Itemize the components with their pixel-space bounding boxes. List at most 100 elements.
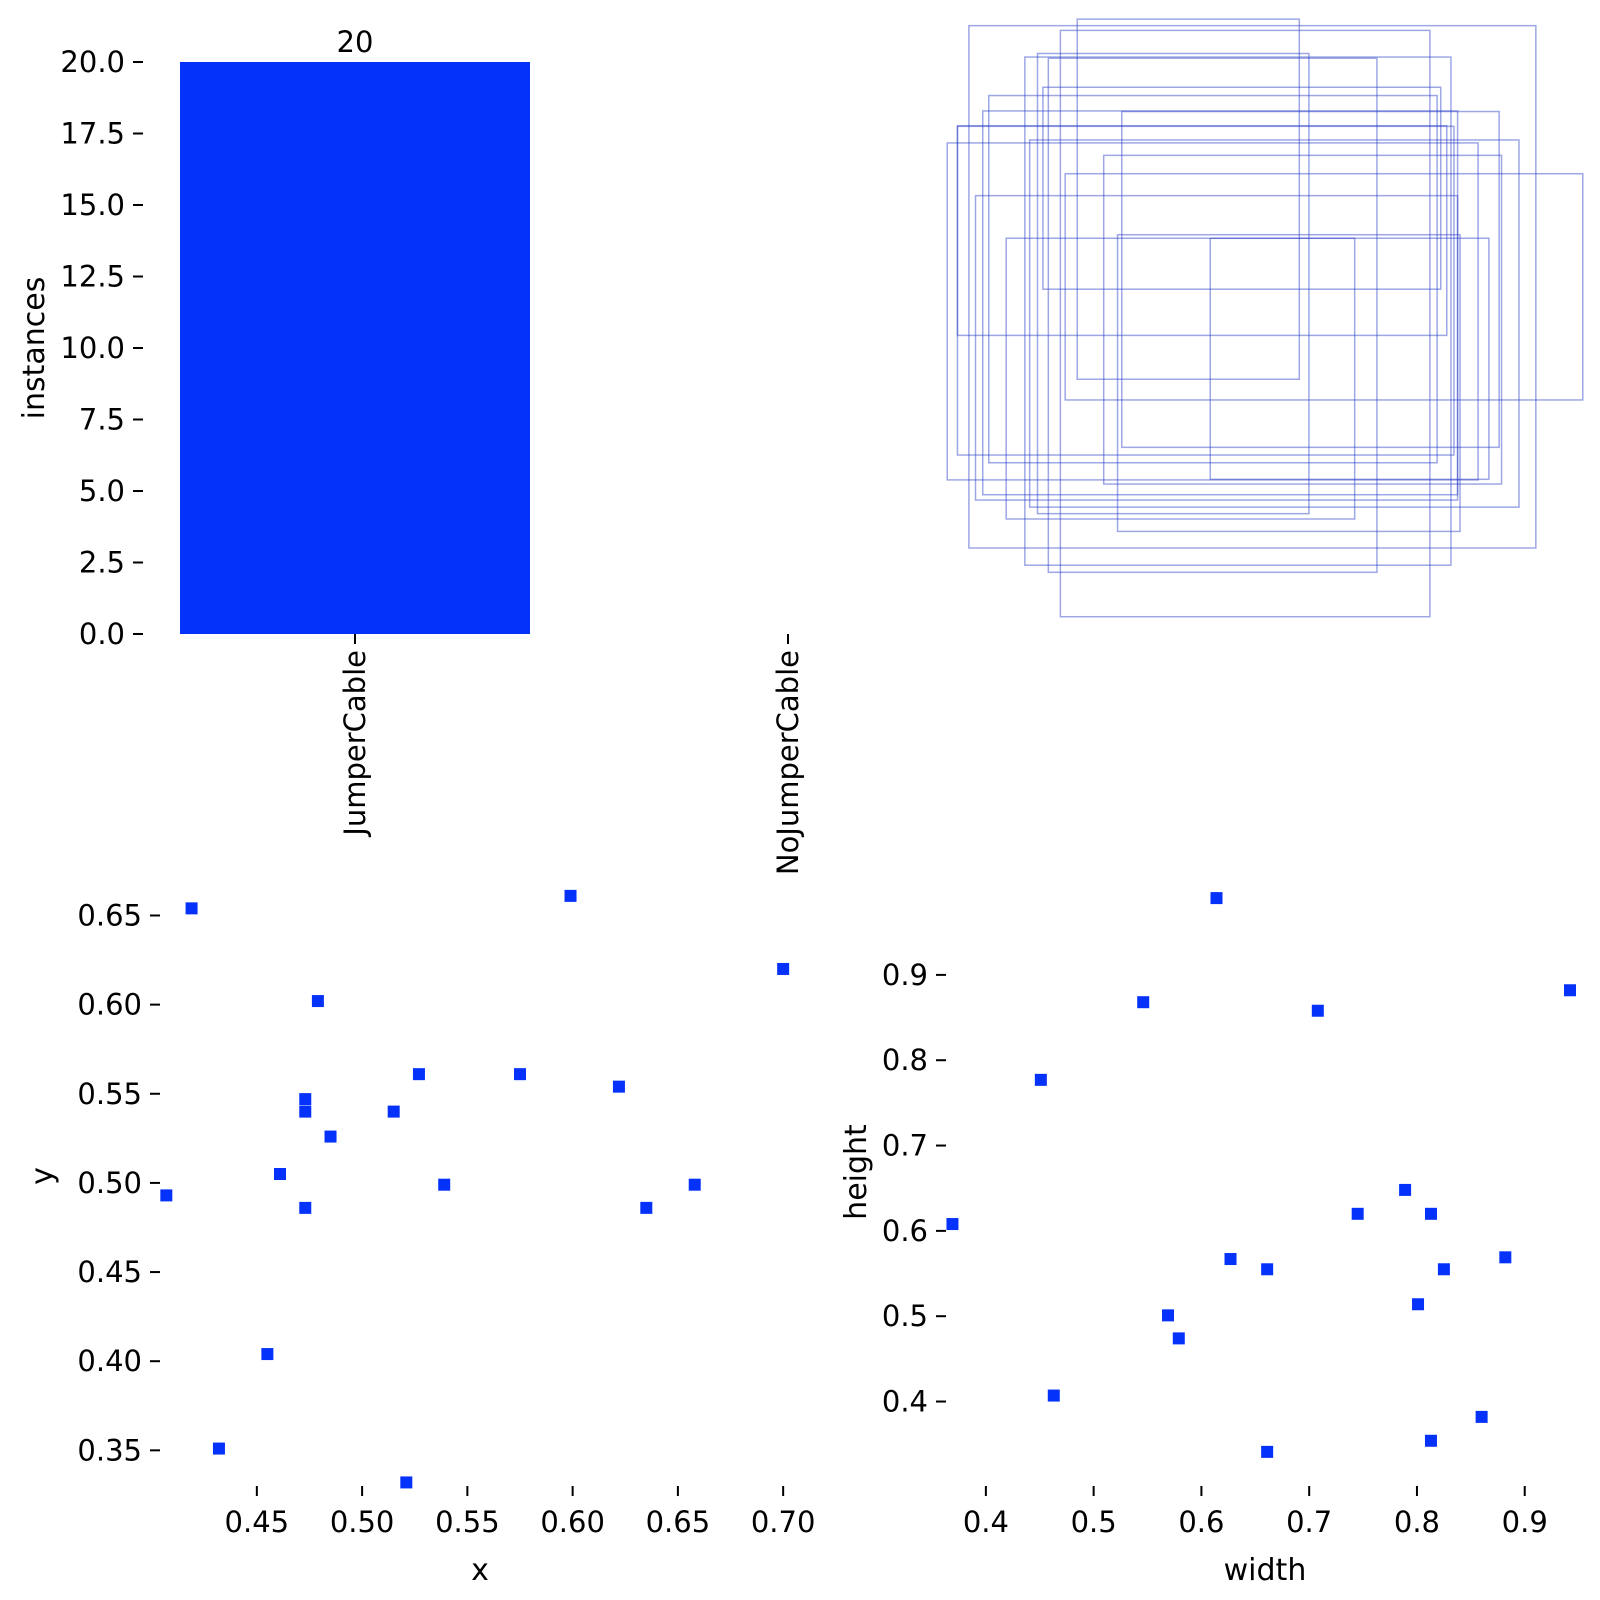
- scatter-point: [1261, 1445, 1274, 1458]
- bounding-box-outline: [988, 94, 1438, 464]
- scatter-point: [514, 1068, 526, 1081]
- scatter-point: [1499, 1251, 1512, 1264]
- y-tick-label: 15.0: [60, 188, 125, 222]
- y-tick-label: 0.6: [882, 1214, 928, 1248]
- bounding-box-outline: [956, 125, 1455, 456]
- scatter-point: [1475, 1410, 1488, 1423]
- scatter-point: [1210, 892, 1223, 905]
- scatter-point: [564, 889, 577, 902]
- scatter-point: [1047, 1389, 1060, 1402]
- scatter-point: [160, 1189, 173, 1202]
- scatter-point: [274, 1168, 286, 1180]
- scatter-point: [324, 1130, 337, 1143]
- y-tick-label: 0.65: [77, 898, 142, 932]
- y-tick-label: 0.40: [77, 1344, 142, 1378]
- scatter-point: [299, 1201, 312, 1214]
- scatter-point: [1261, 1263, 1274, 1276]
- y-tick-label: 0.55: [77, 1077, 142, 1111]
- scatter-point: [400, 1476, 413, 1489]
- bounding-box-outline: [1116, 233, 1461, 533]
- bounding-box-outline: [1064, 172, 1584, 401]
- x-tick-label: 0.70: [751, 1505, 816, 1539]
- bounding-box-outline: [1036, 52, 1310, 515]
- scatter-point: [1412, 1298, 1425, 1311]
- bar-ylabel: instances: [17, 277, 52, 420]
- centers-scatter-panel: 0.45 0.50 0.55 0.60 0.65 0.70 0.65 0.60 0.55 0.50…: [77, 889, 816, 1539]
- y-tick-label: 0.35: [77, 1433, 142, 1467]
- scatter-point: [212, 1442, 225, 1455]
- y-tick-label: 7.5: [79, 403, 125, 437]
- scatter-point: [412, 1068, 425, 1081]
- centers-xlabel: x: [471, 1553, 489, 1588]
- x-tick-label: 0.9: [1502, 1505, 1548, 1539]
- scatter-point: [185, 902, 198, 915]
- scatter-point: [777, 962, 790, 975]
- scatter-point: [438, 1178, 451, 1191]
- scatter-point: [1399, 1183, 1412, 1196]
- x-tick-label: 0.45: [225, 1505, 290, 1539]
- y-tick-label: 0.7: [882, 1129, 928, 1163]
- y-tick-label: 0.9: [882, 958, 928, 992]
- y-tick-label: 2.5: [79, 546, 125, 580]
- sizes-scatter-panel: 0.4 0.5 0.6 0.7 0.8 0.9 0.9 0.8 0.7 0.6 0.5 0.4: [882, 892, 1576, 1539]
- bounding-box-outline: [974, 194, 1459, 501]
- centers-ylabel: y: [25, 1167, 60, 1185]
- scatter-point: [261, 1348, 274, 1361]
- y-tick-label: 0.0: [79, 617, 125, 651]
- y-tick-label: 10.0: [60, 331, 125, 365]
- bounding-boxes-panel: [946, 18, 1584, 618]
- x-tick-label: 0.50: [330, 1505, 395, 1539]
- scatter-point: [311, 995, 324, 1008]
- y-tick-label: 0.50: [77, 1166, 142, 1200]
- x-tick-label: 0.65: [646, 1505, 711, 1539]
- y-tick-label: 17.5: [60, 117, 125, 151]
- sizes-xlabel: width: [1224, 1553, 1307, 1588]
- x-tick-label: 0.7: [1286, 1505, 1332, 1539]
- y-tick-label: 0.45: [77, 1255, 142, 1289]
- scatter-point: [1224, 1253, 1237, 1266]
- bounding-box-outline: [946, 142, 1479, 481]
- bounding-box-outline: [1042, 86, 1442, 290]
- bounding-box-outline: [1059, 29, 1431, 618]
- y-tick-label: 0.4: [882, 1385, 928, 1419]
- bounding-box-outline: [956, 124, 1448, 337]
- scatter-point: [640, 1201, 653, 1214]
- x-tick-label: 0.5: [1071, 1505, 1117, 1539]
- scatter-point: [299, 1093, 312, 1106]
- bar-value-label: 20: [337, 25, 374, 59]
- scatter-point: [688, 1178, 701, 1191]
- bounding-box-outline: [1121, 110, 1500, 449]
- scatter-point: [612, 1080, 625, 1093]
- bounding-box-outline: [1047, 57, 1378, 574]
- scatter-point: [1563, 984, 1576, 997]
- scatter-point: [1351, 1207, 1364, 1220]
- category-tick-label: NoJumperCable: [771, 650, 805, 875]
- scatter-point: [1437, 1263, 1450, 1276]
- category-tick-label: JumperCable: [338, 650, 372, 838]
- bounding-box-outline: [1024, 56, 1452, 566]
- scatter-point: [1424, 1434, 1437, 1447]
- bounding-box-outline: [1209, 237, 1490, 481]
- bounding-box-outline: [981, 110, 1459, 496]
- bar-JumperCable: [180, 62, 530, 634]
- x-tick-label: 0.60: [540, 1505, 605, 1539]
- scatter-point: [1424, 1207, 1437, 1220]
- scatter-point: [1172, 1332, 1185, 1345]
- scatter-point: [1034, 1073, 1047, 1086]
- scatter-point: [946, 1218, 959, 1231]
- bounding-box-outline: [1102, 154, 1503, 485]
- y-tick-label: 20.0: [60, 45, 125, 79]
- x-tick-label: 0.8: [1394, 1505, 1440, 1539]
- y-tick-label: 0.60: [77, 988, 142, 1022]
- scatter-point: [299, 1105, 312, 1118]
- y-tick-label: 0.5: [882, 1299, 928, 1333]
- x-tick-label: 0.6: [1178, 1505, 1224, 1539]
- y-tick-label: 12.5: [60, 260, 125, 294]
- bounding-box-outline: [1028, 139, 1520, 508]
- bounding-box-outline: [968, 24, 1537, 549]
- scatter-point: [387, 1105, 400, 1118]
- bounding-box-outline: [1076, 18, 1301, 380]
- bounding-box-outline: [1005, 237, 1356, 520]
